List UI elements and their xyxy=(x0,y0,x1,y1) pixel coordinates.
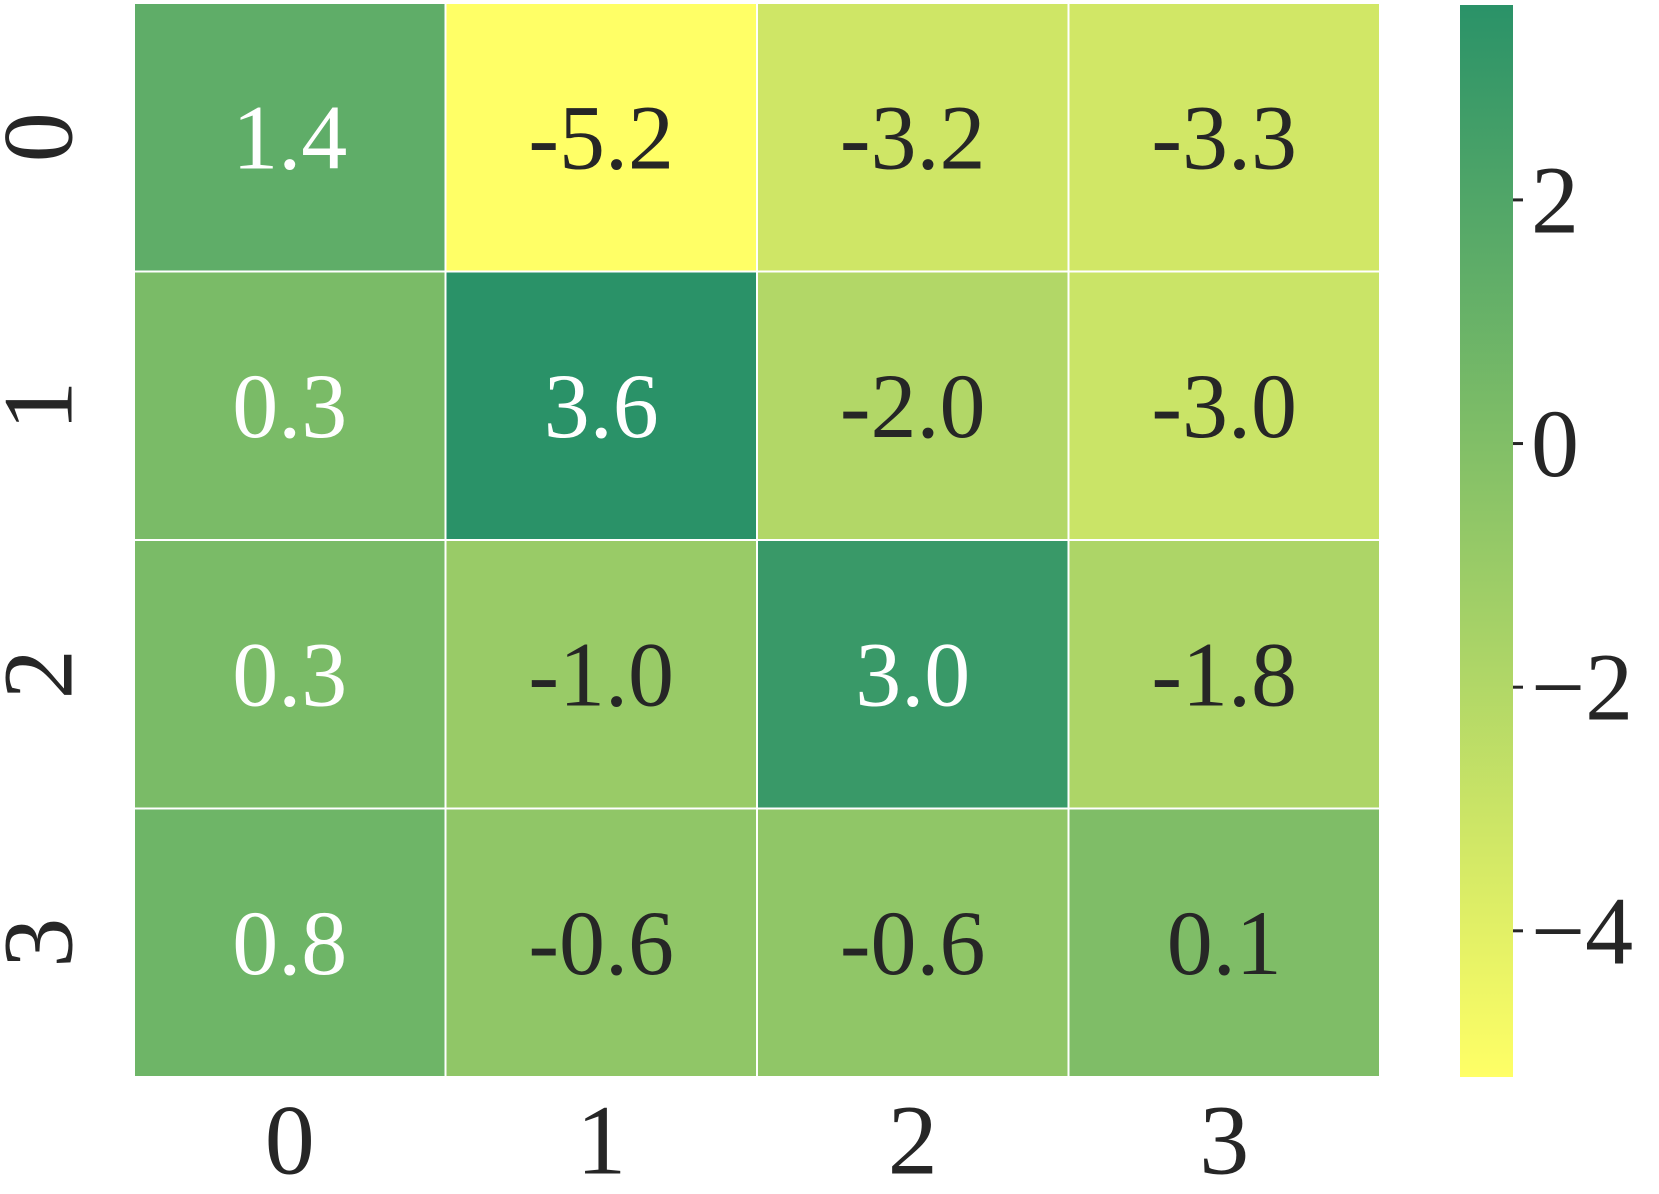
cell-label: 0.8 xyxy=(232,892,347,994)
heatmap-cell xyxy=(1067,270,1381,541)
heatmap-cell xyxy=(756,807,1070,1078)
heatmap-cell xyxy=(133,807,447,1078)
x-tick-label: 3 xyxy=(1199,1085,1249,1194)
cell-label: -1.0 xyxy=(528,623,674,725)
cell-label: 1.4 xyxy=(232,86,347,188)
cell-label: 3.6 xyxy=(544,355,659,457)
heatmap-cell xyxy=(444,807,758,1078)
colorbar-tick-label: −4 xyxy=(1531,877,1633,984)
cell-label: -3.2 xyxy=(840,86,986,188)
cell-label: -5.2 xyxy=(528,86,674,188)
cell-label: 0.3 xyxy=(232,623,347,725)
cell-label: -1.8 xyxy=(1151,623,1297,725)
cell-label: -0.6 xyxy=(528,892,674,994)
heatmap-cell xyxy=(1067,807,1381,1078)
cell-label: 0.1 xyxy=(1167,892,1282,994)
colorbar-tick-label: −2 xyxy=(1531,634,1633,741)
colorbar-tick-label: 0 xyxy=(1531,390,1579,497)
heatmap-cell xyxy=(756,270,1070,541)
cell-label: -3.0 xyxy=(1151,355,1297,457)
cell-label: 0.3 xyxy=(232,355,347,457)
cell-label: 3.0 xyxy=(855,623,970,725)
heatmap-cell xyxy=(1067,539,1381,810)
heatmap-cell xyxy=(133,2,447,273)
heatmap-cell xyxy=(444,2,758,273)
cell-label: -0.6 xyxy=(840,892,986,994)
x-tick-label: 0 xyxy=(265,1085,315,1194)
heatmap-cell xyxy=(444,270,758,541)
y-tick-label: 0 xyxy=(0,112,94,162)
x-tick-label: 2 xyxy=(888,1085,938,1194)
cell-label: -2.0 xyxy=(840,355,986,457)
y-tick-label: 3 xyxy=(0,918,94,968)
heatmap-cell xyxy=(1067,2,1381,273)
colorbar-tick-label: 2 xyxy=(1531,146,1579,253)
cell-label: -3.3 xyxy=(1151,86,1297,188)
heatmap-cell xyxy=(444,539,758,810)
heatmap-cell xyxy=(133,270,447,541)
x-tick-label: 1 xyxy=(576,1085,626,1194)
colorbar xyxy=(1460,5,1513,1077)
y-tick-label: 2 xyxy=(0,649,94,699)
heatmap-cell xyxy=(756,2,1070,273)
y-tick-label: 1 xyxy=(0,381,94,431)
